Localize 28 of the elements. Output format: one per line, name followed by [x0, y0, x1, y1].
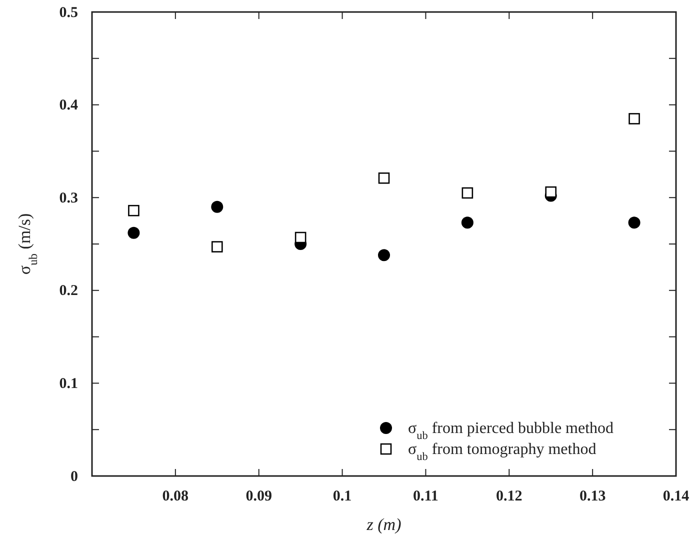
x-tick-label: 0.14	[662, 488, 690, 505]
x-tick-label: 0.11	[412, 488, 438, 505]
y-tick-label: 0.3	[59, 190, 78, 206]
y-tick-label: 0.5	[59, 4, 78, 21]
y-tick-label: 0.4	[59, 98, 78, 114]
point	[294, 232, 306, 244]
point	[628, 216, 640, 229]
point	[211, 241, 223, 252]
point	[378, 249, 390, 262]
point	[378, 172, 390, 184]
y-tick-label: 0.1	[59, 376, 78, 392]
legend-label: σ$_{ub}$ from tomography method	[408, 441, 596, 463]
x-tick-label: 0.1	[332, 488, 352, 505]
y-tick-label: 0.2	[59, 283, 78, 300]
point	[628, 113, 640, 124]
y-tick-label: 0	[70, 468, 78, 485]
x-tick-label: 0.09	[246, 488, 272, 505]
point	[128, 226, 140, 239]
point	[211, 200, 224, 213]
point	[128, 204, 140, 216]
x-tick-label: 0.08	[162, 488, 189, 505]
point	[462, 187, 474, 199]
legend-label: σ$_{ub}$ from pierced bubble method	[408, 420, 614, 442]
point	[461, 216, 474, 229]
point	[545, 186, 557, 198]
x-tick-label: 0.12	[496, 488, 522, 505]
x-axis-title: z (m)	[366, 515, 402, 534]
x-tick-label: 0.13	[579, 488, 606, 505]
